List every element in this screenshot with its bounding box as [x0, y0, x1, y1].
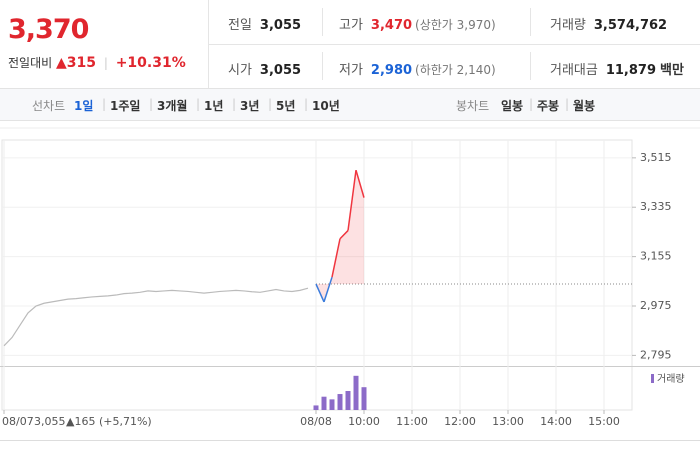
stat-unit: 백만: [660, 63, 684, 78]
tab[interactable]: 5년: [276, 99, 296, 113]
tab-separator: |: [529, 97, 534, 111]
x-tick-label: 10:00: [348, 415, 380, 428]
tab[interactable]: 월봉: [573, 99, 596, 113]
stat-value: 3,055: [259, 63, 302, 78]
price-segment: [355, 169, 365, 198]
change-rate: +10.31%: [115, 55, 186, 71]
tab-separator: |: [149, 97, 154, 111]
change-label: 전일대비: [8, 56, 53, 70]
tab-separator: |: [268, 97, 273, 111]
y-tick-label: 2,795: [640, 348, 672, 361]
x-tick-label: 12:00: [444, 415, 476, 428]
tab[interactable]: 1일: [74, 99, 94, 113]
price-segment: [331, 238, 341, 278]
stat: 고가 3,470 (상한가 3,970): [339, 14, 496, 33]
volume-bar: [361, 387, 367, 410]
volume-bar: [345, 391, 351, 410]
stat-note: (상한가 3,970): [415, 18, 496, 32]
tab-separator: |: [565, 97, 570, 111]
divider: [208, 44, 700, 45]
tab[interactable]: 1주일: [110, 99, 141, 113]
stat: 시가 3,055: [228, 59, 301, 78]
tab-separator: |: [102, 97, 107, 111]
tab[interactable]: 주봉: [537, 99, 560, 113]
price-segment: [323, 276, 333, 303]
tab-separator: |: [196, 97, 201, 111]
price-area: [316, 170, 364, 302]
plot-frame: [1, 139, 633, 411]
current-price: 3,370: [8, 14, 89, 45]
stat: 거래대금 11,879 백만: [550, 59, 684, 78]
price-segment: [347, 170, 357, 231]
stat-label: 시가: [228, 63, 252, 78]
y-tick-label: 2,975: [640, 299, 672, 312]
tab[interactable]: 일봉: [501, 99, 524, 113]
stat-label: 거래대금: [550, 63, 598, 78]
stat-label: 거래량: [550, 18, 586, 33]
divider: [530, 52, 531, 80]
stat-note: (하한가 2,140): [415, 63, 496, 77]
volume-bar: [313, 405, 319, 410]
y-tick-label: 3,155: [640, 250, 672, 263]
stat: 전일 3,055: [228, 14, 301, 33]
divider: [322, 52, 323, 80]
tab[interactable]: 10년: [312, 99, 340, 113]
tab[interactable]: 1년: [204, 99, 224, 113]
x-tick-label: 08/08: [300, 415, 332, 428]
volume-bar: [329, 399, 335, 410]
tab-bar: 선차트 1일 | 1주일 | 3개월 | 1년 | 3년 | 5년 | 10년 봉차트 일봉 | 주봉 | 월봉: [0, 88, 700, 121]
tab[interactable]: 3개월: [157, 99, 188, 113]
legend-label: 거래량: [657, 373, 685, 385]
stat-label: 저가: [339, 63, 363, 78]
price-segment: [339, 230, 349, 240]
price-line: [3, 287, 309, 347]
bottom-border: [0, 440, 700, 441]
tab-group-label: 선차트: [32, 99, 66, 113]
price-segment: [315, 283, 325, 303]
stat-label: 전일: [228, 18, 252, 33]
x-tick-label: 08/07: [2, 415, 34, 428]
y-tick-label: 3,335: [640, 200, 672, 213]
tab-separator: |: [304, 97, 309, 111]
tab[interactable]: 3년: [240, 99, 260, 113]
volume-bar: [337, 394, 343, 410]
tab-group-label: 봉차트: [456, 99, 490, 113]
volume-bar: [321, 396, 327, 410]
stat-value: 2,980: [370, 63, 413, 78]
tab-separator: |: [232, 97, 237, 111]
prev-day-price: 3,055: [34, 415, 66, 428]
x-tick-label: 11:00: [396, 415, 428, 428]
x-tick-label: 14:00: [540, 415, 572, 428]
prev-day-change: ▲165 (+5,71%): [66, 415, 152, 428]
divider: [322, 8, 323, 36]
change-row: 전일대비 ▲315 | +10.31%: [8, 54, 186, 71]
stat: 저가 2,980 (하한가 2,140): [339, 59, 496, 78]
stat-label: 고가: [339, 18, 363, 33]
change-amount: ▲315: [56, 55, 96, 71]
stat-value: 3,055: [259, 18, 302, 33]
stat-value: 3,574,762: [593, 18, 668, 33]
legend-swatch: [651, 374, 654, 383]
x-tick-label: 15:00: [588, 415, 620, 428]
x-tick-label: 13:00: [492, 415, 524, 428]
stat-value: 3,470: [370, 18, 413, 33]
volume-bar: [353, 375, 359, 410]
stat-value: 11,879: [605, 63, 657, 78]
stat: 거래량 3,574,762: [550, 14, 667, 33]
divider: [530, 8, 531, 36]
y-tick-label: 3,515: [640, 151, 672, 164]
separator: |: [103, 56, 108, 70]
